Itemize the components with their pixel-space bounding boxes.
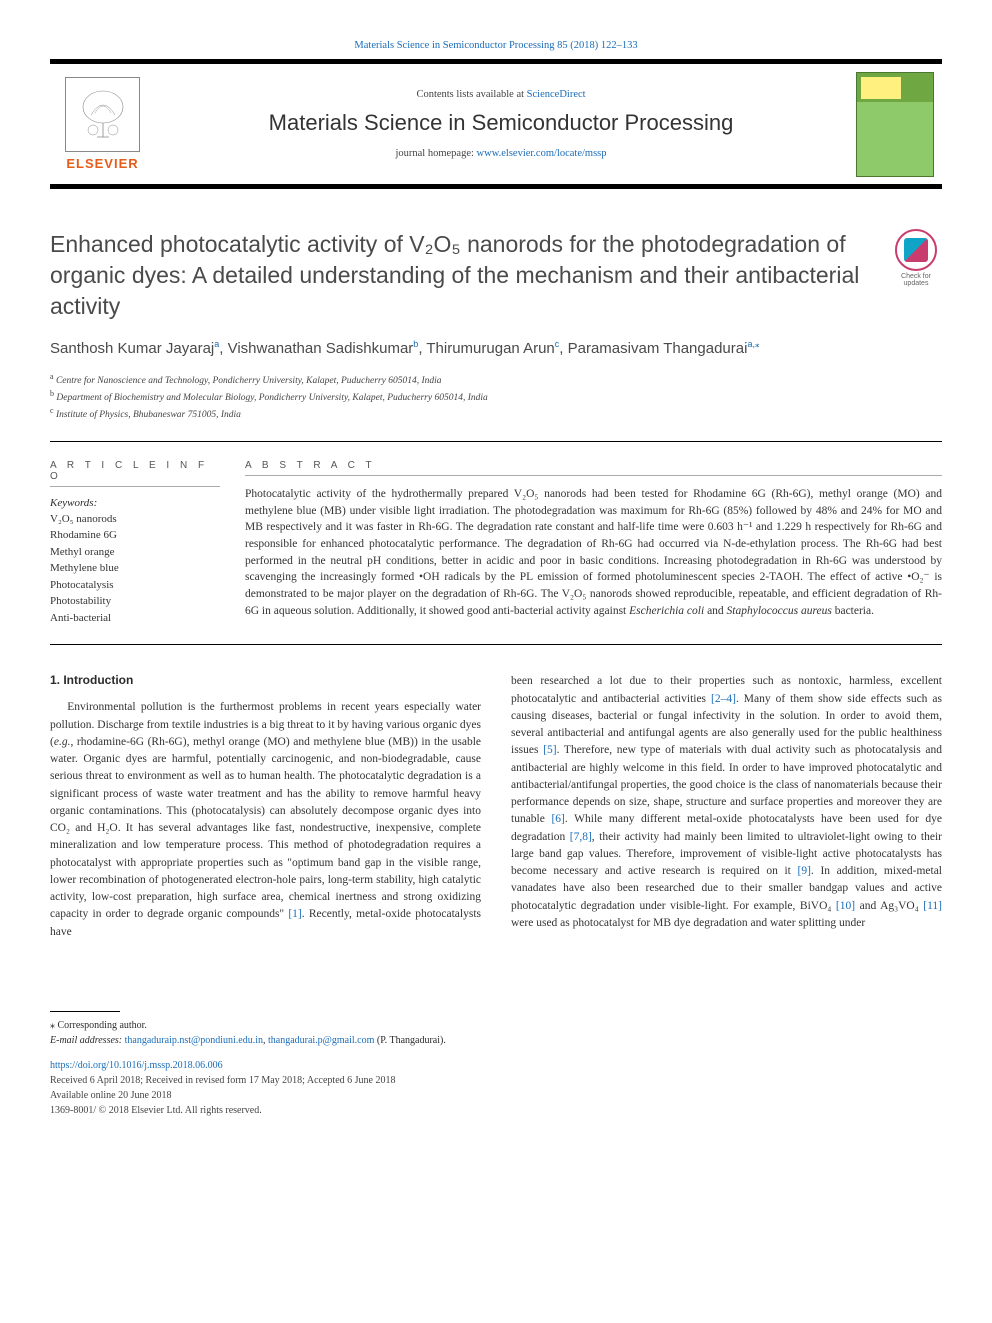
copyright-line: 1369-8001/ © 2018 Elsevier Ltd. All righ…: [50, 1103, 942, 1118]
journal-cover: [847, 64, 942, 184]
divider: [50, 441, 942, 442]
divider: [50, 486, 220, 487]
contents-line: Contents lists available at ScienceDirec…: [416, 89, 585, 100]
body-column-right: been researched a lot due to their prope…: [511, 673, 942, 941]
contents-prefix: Contents lists available at: [416, 89, 526, 100]
abstract-heading: A B S T R A C T: [245, 460, 942, 471]
email-link-1[interactable]: thangaduraip.nst@pondiuni.edu.in: [125, 1035, 263, 1046]
received-line: Received 6 April 2018; Received in revis…: [50, 1073, 942, 1088]
citation-link[interactable]: [5]: [543, 744, 556, 756]
journal-reference: Materials Science in Semiconductor Proce…: [50, 40, 942, 51]
article-title: Enhanced photocatalytic activity of V₂O₅…: [50, 229, 870, 322]
homepage-link[interactable]: www.elsevier.com/locate/mssp: [477, 148, 607, 159]
elsevier-text: ELSEVIER: [66, 156, 138, 171]
footer: ⁎ Corresponding author. E-mail addresses…: [50, 1011, 942, 1118]
body-paragraph: been researched a lot due to their prope…: [511, 673, 942, 932]
authors: Santhosh Kumar Jayaraja, Vishwanathan Sa…: [50, 338, 942, 361]
citation-link[interactable]: [6]: [551, 813, 564, 825]
homepage-prefix: journal homepage:: [395, 148, 476, 159]
elsevier-logo: ELSEVIER: [50, 64, 155, 184]
email-link-2[interactable]: thangadurai.p@gmail.com: [268, 1035, 374, 1046]
body-paragraph: Environmental pollution is the furthermo…: [50, 699, 481, 941]
sciencedirect-link[interactable]: ScienceDirect: [527, 89, 586, 100]
citation-link[interactable]: [7,8]: [570, 831, 592, 843]
crossmark-icon: [895, 229, 937, 271]
divider: [245, 475, 942, 476]
check-updates-badge[interactable]: Check for updates: [890, 229, 942, 287]
elsevier-tree-icon: [65, 77, 140, 152]
journal-cover-thumbnail: [856, 72, 934, 177]
email-label: E-mail addresses:: [50, 1035, 122, 1046]
divider: [50, 644, 942, 645]
header-center: Contents lists available at ScienceDirec…: [155, 64, 847, 184]
citation-link[interactable]: [1]: [288, 908, 301, 920]
affiliations: a Centre for Nanoscience and Technology,…: [50, 371, 942, 423]
footnote-rule: [50, 1011, 120, 1012]
section-heading-intro: 1. Introduction: [50, 673, 481, 687]
journal-ref-link[interactable]: Materials Science in Semiconductor Proce…: [354, 40, 637, 51]
citation-link[interactable]: [10]: [836, 900, 855, 912]
citation-link[interactable]: [11]: [923, 900, 942, 912]
abstract-text: Photocatalytic activity of the hydrother…: [245, 486, 942, 619]
email-author: (P. Thangadurai).: [377, 1035, 446, 1046]
keywords-list: V₂O₅ nanorodsRhodamine 6GMethyl orangeMe…: [50, 511, 220, 627]
citation-link[interactable]: [2–4]: [711, 693, 736, 705]
article-info-heading: A R T I C L E I N F O: [50, 460, 220, 482]
journal-title: Materials Science in Semiconductor Proce…: [269, 110, 734, 136]
doi-link[interactable]: https://doi.org/10.1016/j.mssp.2018.06.0…: [50, 1060, 223, 1071]
available-line: Available online 20 June 2018: [50, 1088, 942, 1103]
check-updates-label: Check for updates: [890, 273, 942, 287]
citation-link[interactable]: [9]: [798, 865, 811, 877]
keywords-label: Keywords:: [50, 497, 220, 509]
journal-header: ELSEVIER Contents lists available at Sci…: [50, 59, 942, 189]
email-line: E-mail addresses: thangaduraip.nst@pondi…: [50, 1033, 942, 1048]
homepage-line: journal homepage: www.elsevier.com/locat…: [395, 148, 606, 159]
corresponding-author: ⁎ Corresponding author.: [50, 1018, 942, 1033]
body-column-left: 1. Introduction Environmental pollution …: [50, 673, 481, 941]
